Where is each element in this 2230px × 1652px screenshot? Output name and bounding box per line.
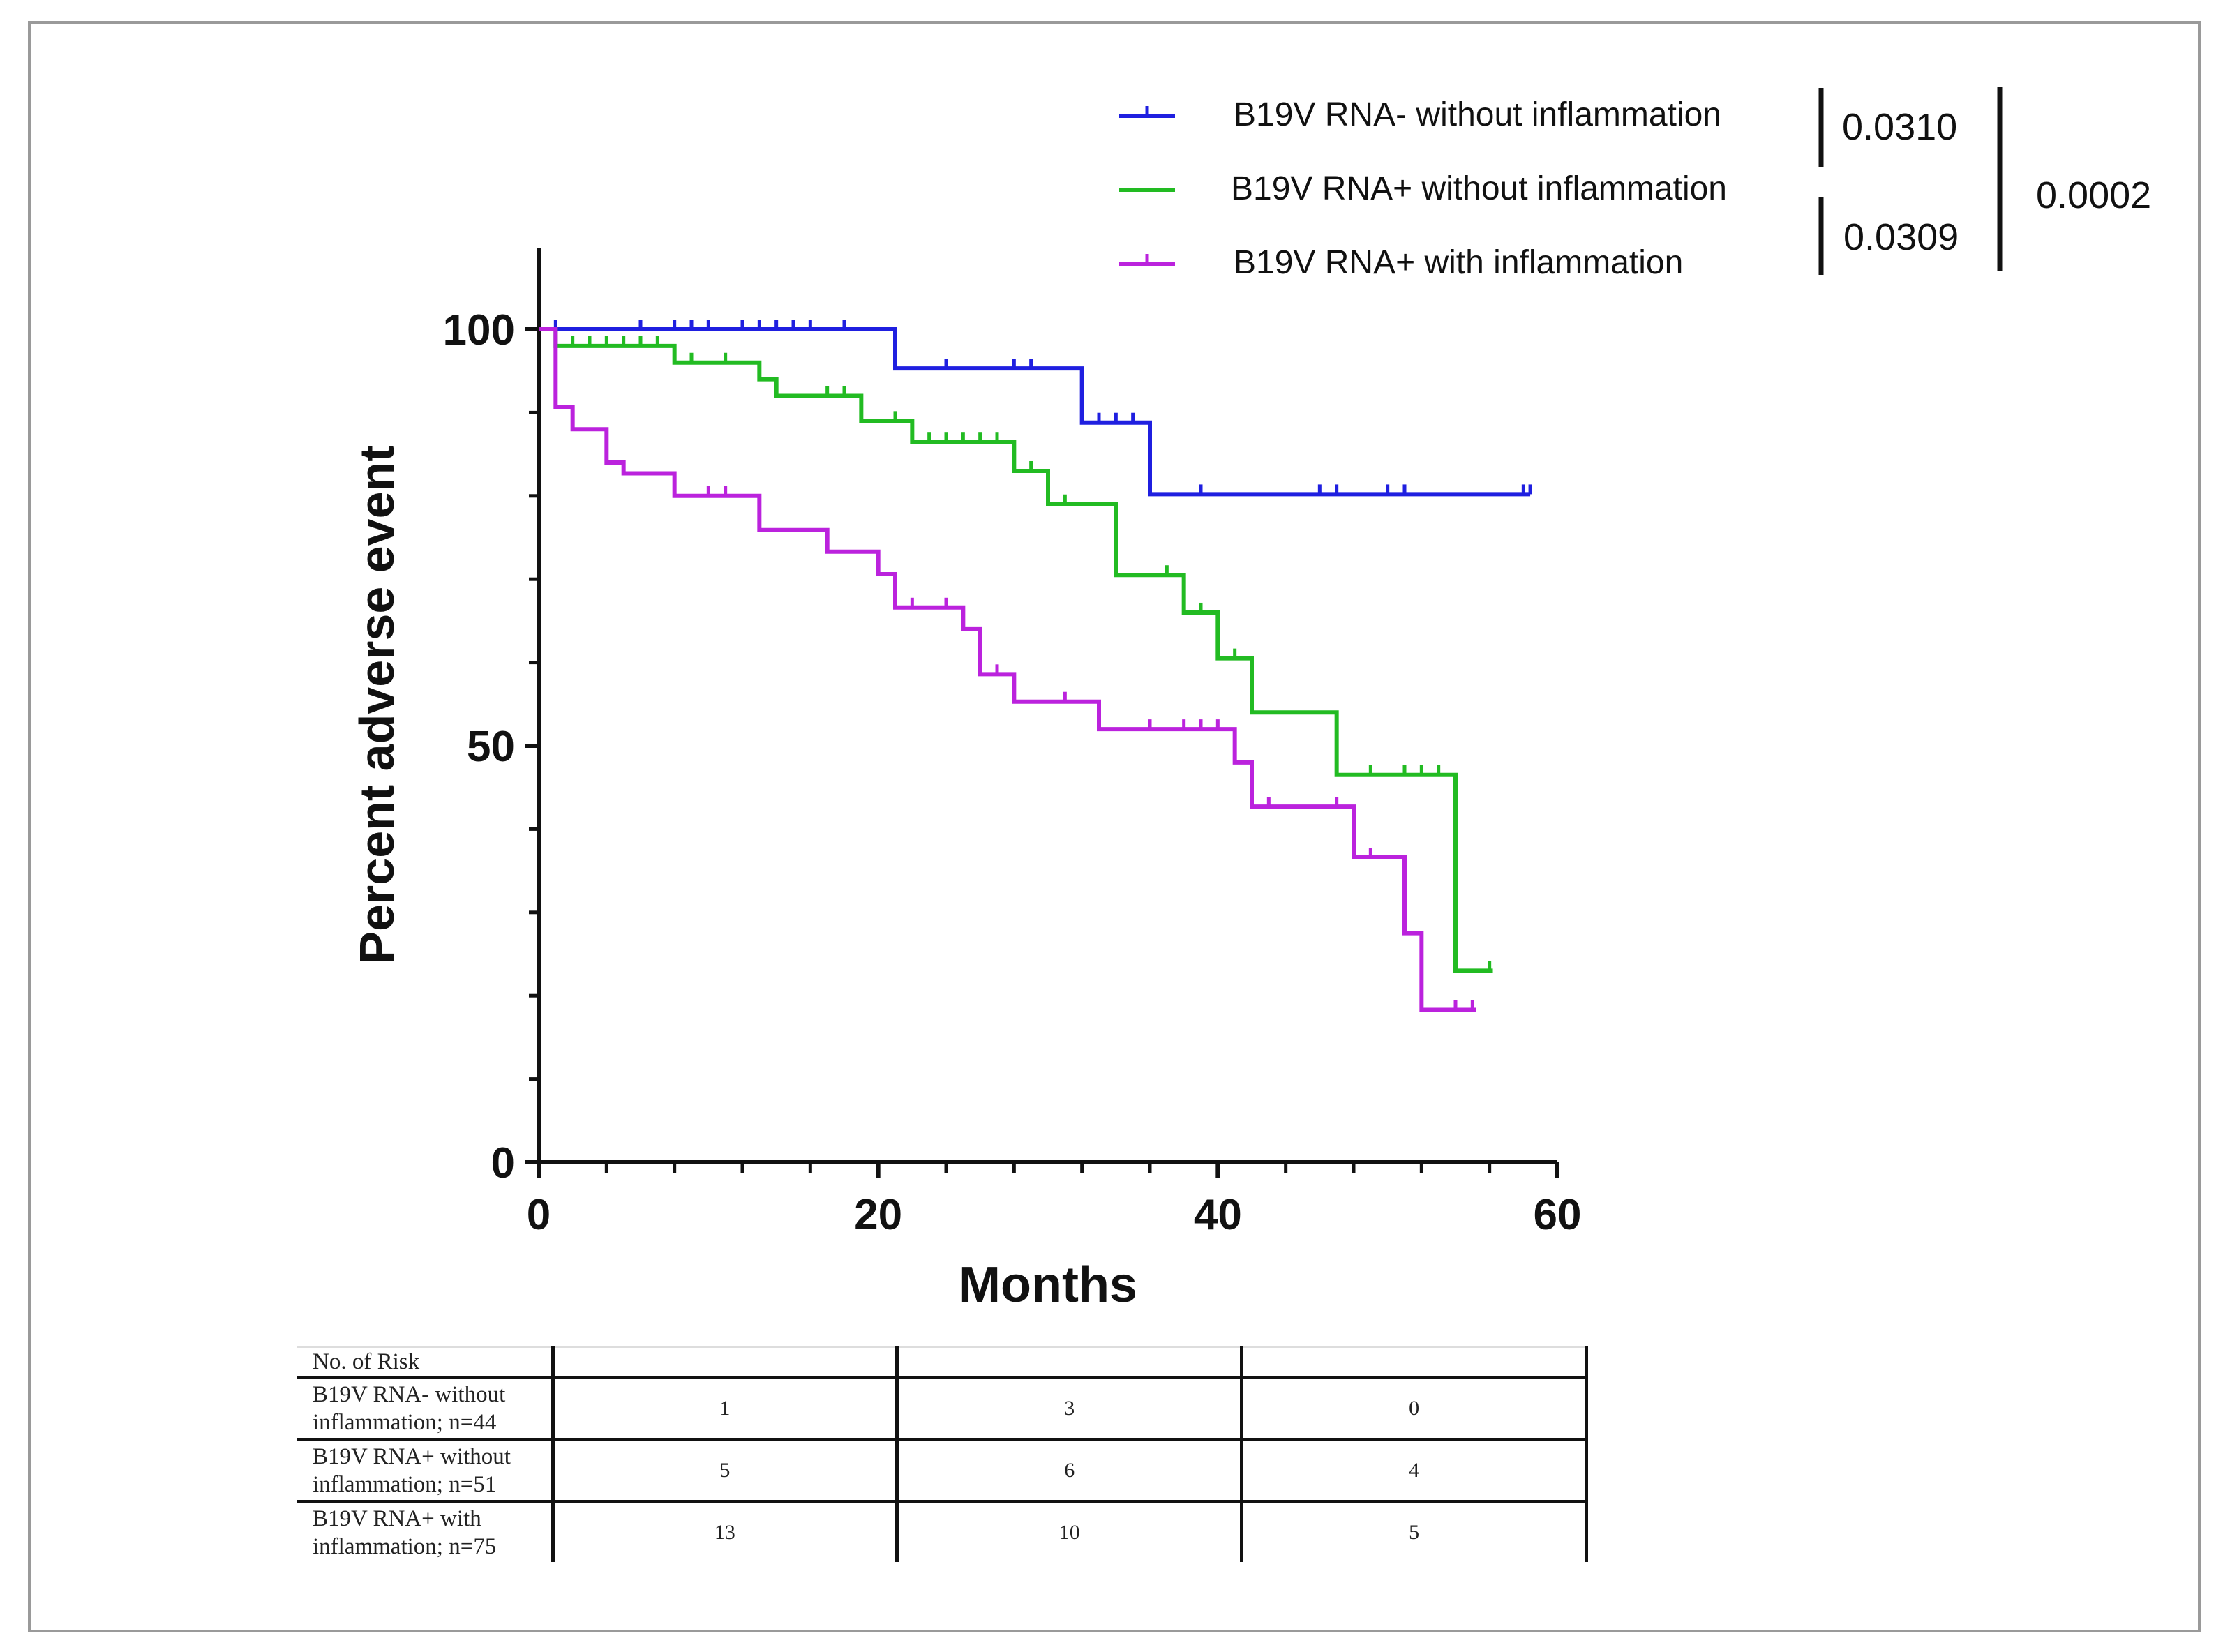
risk-table-cell: 0 <box>1240 1376 1588 1440</box>
series-2 <box>539 327 1493 973</box>
survival-curve <box>539 327 1476 1012</box>
risk-table-cell: 3 <box>895 1376 1242 1440</box>
x-axis-label: Months <box>959 1257 1137 1313</box>
series-layer <box>539 320 1532 1012</box>
risk-table-row-label: B19V RNA- without inflammation; n=44 <box>297 1376 553 1440</box>
y-axis-label: Percent adverse event <box>350 445 404 963</box>
risk-table-row-label: B19V RNA+ without inflammation; n=51 <box>297 1438 553 1502</box>
series-3 <box>539 327 1476 1012</box>
risk-table-header-label: No. of Risk <box>297 1346 553 1378</box>
risk-table-cell: 6 <box>895 1438 1242 1502</box>
y-tick-label: 50 <box>467 723 515 771</box>
risk-table-cell: 5 <box>551 1438 897 1502</box>
risk-table-cell: 1 <box>551 1376 897 1440</box>
x-tick-label: 40 <box>1194 1191 1242 1239</box>
p-value-label: 0.0310 <box>1842 106 1957 148</box>
risk-table-row: B19V RNA+ without inflammation; n=51 5 6 … <box>297 1438 1588 1502</box>
series-1 <box>539 320 1532 497</box>
p-value-brackets: 0.0310 0.0309 0.0002 <box>1818 87 2151 275</box>
risk-table-header-cell <box>1240 1346 1588 1378</box>
risk-table-cell: 5 <box>1240 1500 1588 1562</box>
risk-table-cell: 10 <box>895 1500 1242 1562</box>
risk-table-cell: 4 <box>1240 1438 1588 1502</box>
number-at-risk-table: No. of Risk B19V RNA- without inflammatio… <box>297 1346 1588 1562</box>
legend-label: B19V RNA+ with inflammation <box>1234 244 1683 281</box>
legend: B19V RNA- without inflammation B19V RNA+ … <box>1119 96 1727 281</box>
survival-curve <box>539 327 1493 973</box>
risk-table-row: B19V RNA- without inflammation; n=44 1 3 … <box>297 1376 1588 1440</box>
p-value-label: 0.0309 <box>1843 216 1959 258</box>
axes-group: 0 50 100 0 20 40 60 Months Percent adverse event <box>350 248 1581 1313</box>
risk-table-cell: 13 <box>551 1500 897 1562</box>
y-tick-label: 100 <box>443 306 515 354</box>
y-tick-label: 0 <box>491 1139 515 1187</box>
risk-table-header-row: No. of Risk <box>297 1346 1588 1378</box>
x-tick-label: 60 <box>1534 1191 1582 1239</box>
x-tick-label: 0 <box>527 1191 551 1239</box>
legend-label: B19V RNA+ without inflammation <box>1231 170 1727 207</box>
survival-curve <box>539 327 1531 497</box>
risk-table-row: B19V RNA+ with inflammation; n=75 13 10 5 <box>297 1500 1588 1562</box>
legend-label: B19V RNA- without inflammation <box>1234 96 1721 133</box>
p-value-label: 0.0002 <box>2036 174 2151 216</box>
risk-table-header-cell <box>551 1346 897 1378</box>
x-tick-label: 20 <box>854 1191 902 1239</box>
risk-table-header-cell <box>895 1346 1242 1378</box>
risk-table-row-label: B19V RNA+ with inflammation; n=75 <box>297 1500 553 1562</box>
